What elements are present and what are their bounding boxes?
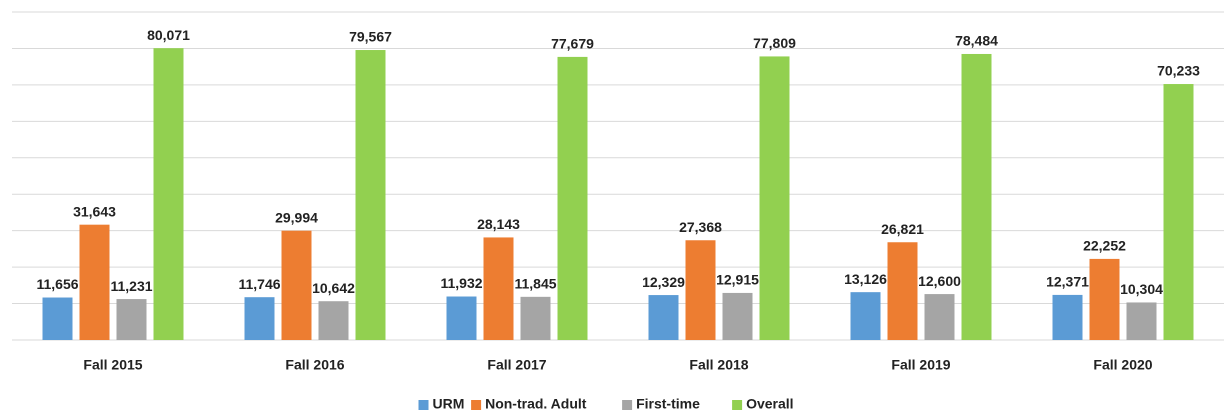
value-label: 11,932 xyxy=(440,275,482,291)
legend-label: Overall xyxy=(746,396,793,412)
legend-swatch xyxy=(622,400,633,410)
bar xyxy=(924,294,955,340)
bar xyxy=(153,48,184,340)
value-label: 11,231 xyxy=(110,278,152,294)
value-label: 11,746 xyxy=(238,276,280,292)
bar xyxy=(244,297,275,340)
value-label: 10,304 xyxy=(1120,281,1163,297)
x-tick-label: Fall 2016 xyxy=(285,357,344,373)
value-label: 12,915 xyxy=(716,272,759,288)
legend-label: Non-trad. Adult xyxy=(485,396,587,412)
bar xyxy=(483,237,514,340)
value-label: 77,679 xyxy=(551,36,594,52)
bar xyxy=(1052,294,1083,340)
x-tick-label: Fall 2019 xyxy=(891,357,950,373)
bar xyxy=(116,299,147,340)
bar xyxy=(1126,302,1157,340)
value-label: 27,368 xyxy=(679,219,722,235)
legend-swatch xyxy=(471,400,482,410)
bar xyxy=(557,56,588,340)
legend-swatch xyxy=(732,400,743,410)
value-label: 29,994 xyxy=(275,209,318,225)
legend-label: URM xyxy=(433,396,465,412)
bar xyxy=(648,295,679,340)
bar xyxy=(318,301,349,340)
bar xyxy=(1089,258,1120,340)
bar xyxy=(887,242,918,340)
bar xyxy=(42,297,73,340)
bar xyxy=(355,50,386,340)
value-label: 11,845 xyxy=(514,276,556,292)
x-tick-label: Fall 2018 xyxy=(689,357,748,373)
value-label: 12,600 xyxy=(918,273,961,289)
value-label: 13,126 xyxy=(844,271,887,287)
value-label: 10,642 xyxy=(312,280,355,296)
value-label: 22,252 xyxy=(1083,238,1126,254)
legend-swatch xyxy=(418,400,429,410)
value-label: 79,567 xyxy=(349,29,392,45)
bar xyxy=(446,296,477,340)
value-label: 12,329 xyxy=(642,274,685,290)
value-label: 78,484 xyxy=(955,33,998,49)
value-label: 80,071 xyxy=(147,27,190,43)
bar xyxy=(79,224,110,340)
value-label: 77,809 xyxy=(753,35,796,51)
bar xyxy=(961,53,992,340)
value-label: 12,371 xyxy=(1046,274,1089,290)
value-label: 28,143 xyxy=(477,216,520,232)
bar xyxy=(520,296,551,340)
value-label: 26,821 xyxy=(881,221,924,237)
value-label: 31,643 xyxy=(73,203,116,219)
legend-label: First-time xyxy=(636,396,700,412)
x-tick-label: Fall 2015 xyxy=(83,357,142,373)
bar xyxy=(759,56,790,341)
bar xyxy=(850,292,881,340)
bar xyxy=(722,292,753,340)
value-label: 11,656 xyxy=(36,276,78,292)
x-tick-label: Fall 2017 xyxy=(487,357,546,373)
bar xyxy=(281,230,312,340)
value-label: 70,233 xyxy=(1157,63,1200,79)
bar xyxy=(1163,84,1194,340)
bar xyxy=(685,240,716,340)
x-tick-label: Fall 2020 xyxy=(1093,357,1152,373)
